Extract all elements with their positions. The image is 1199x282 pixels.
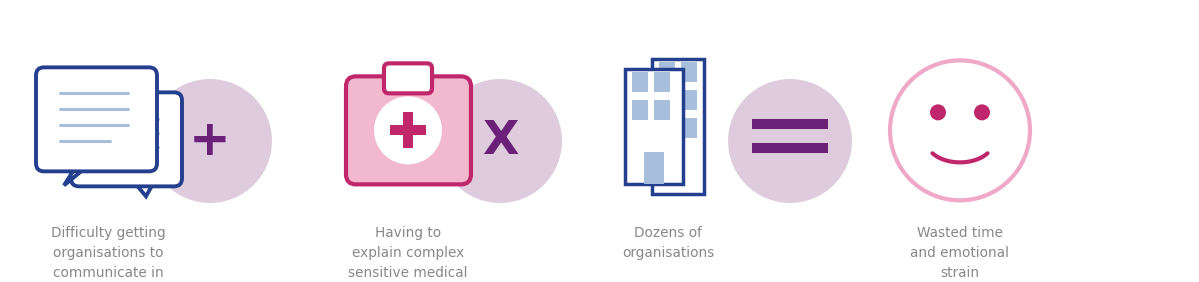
Bar [390,125,426,135]
Bar [653,100,670,120]
Bar [403,112,412,148]
Bar [752,143,829,153]
Circle shape [930,104,946,120]
Text: Wasted time
and emotional
strain: Wasted time and emotional strain [910,226,1010,280]
Text: Difficulty getting
organisations to
communicate in
a way that works: Difficulty getting organisations to comm… [49,226,167,282]
Ellipse shape [728,79,852,203]
Circle shape [974,104,990,120]
Circle shape [374,96,442,164]
Text: Having to
explain complex
sensitive medical
information: Having to explain complex sensitive medi… [348,226,468,282]
FancyBboxPatch shape [384,63,432,93]
Bar [632,100,647,120]
Bar [681,62,697,82]
Bar [653,72,670,92]
Bar [659,118,675,138]
Bar [681,118,697,138]
FancyBboxPatch shape [347,76,471,184]
Bar [659,62,675,82]
Bar [752,119,829,129]
Bar [652,59,704,194]
Text: X: X [482,118,518,164]
Bar [625,69,683,184]
Bar [644,152,664,184]
FancyBboxPatch shape [36,67,157,171]
Text: Dozens of
organisations: Dozens of organisations [622,226,715,260]
Circle shape [890,60,1030,200]
Polygon shape [64,163,91,185]
FancyBboxPatch shape [71,92,182,186]
Polygon shape [131,178,156,196]
Bar [659,90,675,110]
Ellipse shape [438,79,562,203]
Bar [681,90,697,110]
Bar [632,72,647,92]
Ellipse shape [147,79,272,203]
Text: +: + [189,117,231,165]
